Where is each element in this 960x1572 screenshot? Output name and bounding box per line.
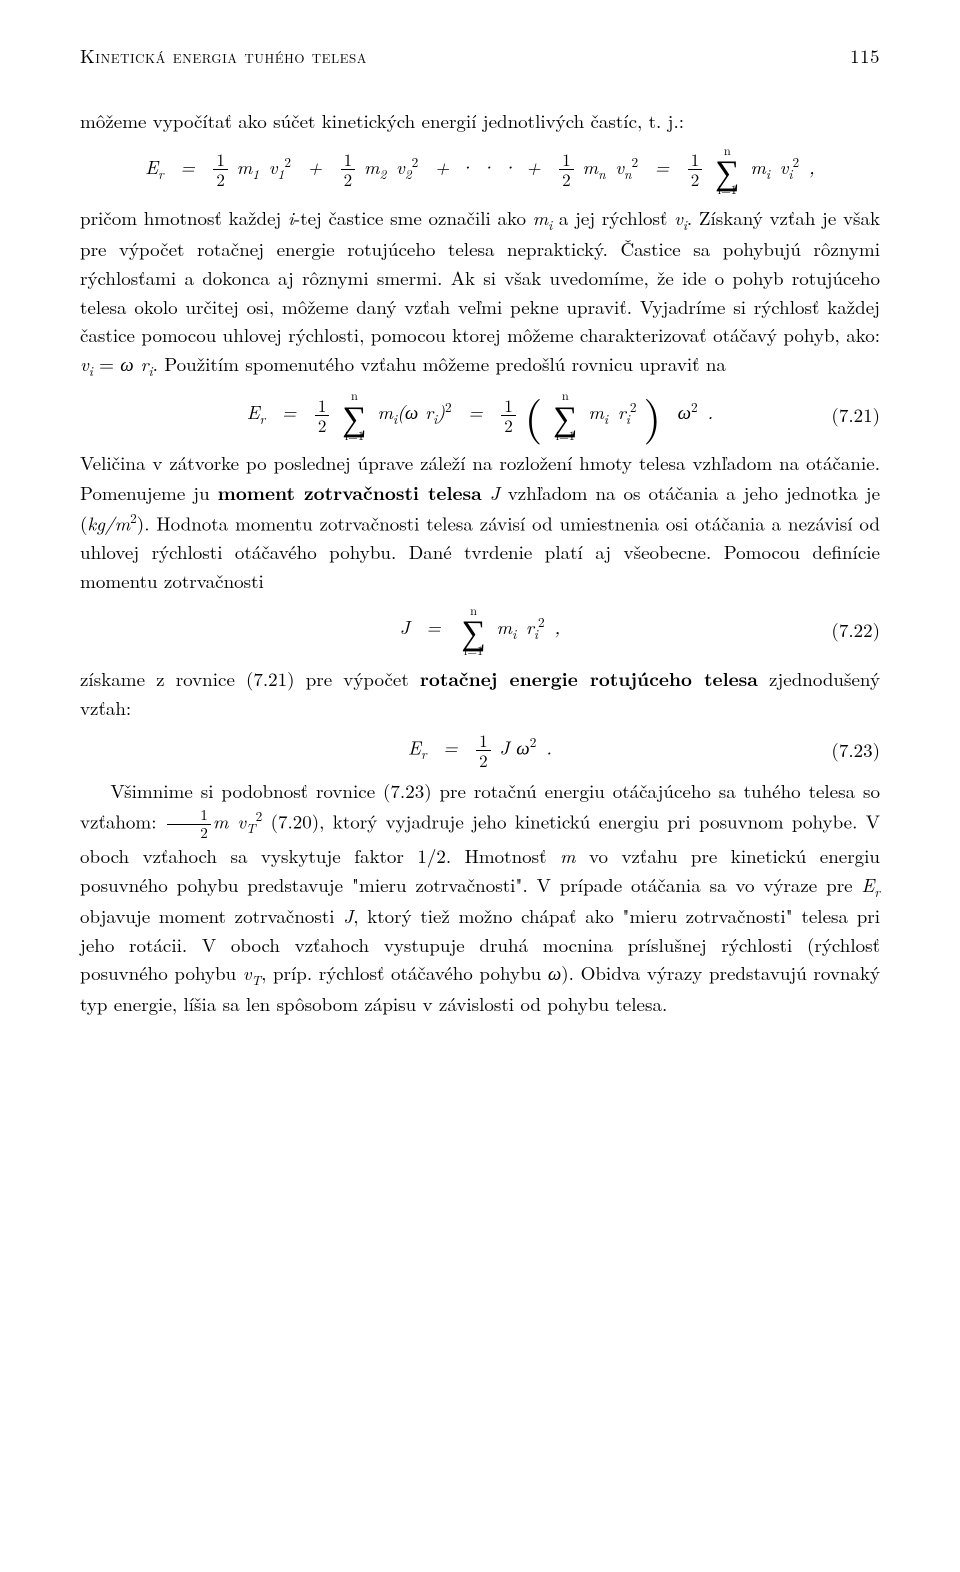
m1: m: [237, 153, 253, 180]
eq3-comma: ,: [554, 613, 560, 640]
eq1-E: E: [145, 153, 158, 180]
paragraph-2: pričom hmotnosť každej i-tej častice sme…: [80, 204, 880, 382]
eq2-dot: .: [707, 398, 713, 425]
paragraph-lead: môžeme vypočítať ako súčet kinetických e…: [80, 107, 880, 136]
eq-number-7-23: (7.23): [831, 736, 880, 765]
sub1: 1: [252, 164, 259, 183]
eq-number-7-21: (7.21): [831, 401, 880, 430]
eq4-dot: .: [546, 733, 552, 760]
equation-7-22: J = n∑i=1 mi ri2 , (7.22): [80, 604, 880, 656]
subi: i: [766, 164, 770, 183]
paragraph-5: Všimnime si podobnosť rovnice (7.23) pre…: [80, 777, 880, 1019]
mi: m: [750, 153, 766, 180]
paragraph-4: získame z rovnice (7.21) pre výpočet rot…: [80, 664, 880, 723]
rot-energy-term: rotačnej energie rotujúceho telesa: [420, 664, 758, 692]
eq-number-7-22: (7.22): [831, 616, 880, 645]
sum-bot4: i=1: [461, 644, 485, 656]
frac-bots: 2: [688, 170, 703, 189]
vn: v: [615, 153, 624, 180]
v2: v: [396, 153, 405, 180]
moment-term: moment zotrvačnosti telesa: [218, 478, 482, 506]
sum-bot2: i=1: [342, 429, 366, 441]
page-number: 115: [850, 42, 880, 71]
para4a: získame z rovnice (7.21) pre výpočet: [80, 665, 420, 692]
vsubn: n: [624, 164, 631, 183]
frac-bot2: 2: [341, 170, 356, 189]
equation-kinetic-sum: Er = 12 m1 v12 + 12 m2 v22 + · · · + 12 …: [80, 144, 880, 196]
m2: m: [364, 153, 380, 180]
eq3-J: J: [400, 613, 410, 640]
sum-bot: i=1: [715, 183, 739, 195]
frac-bot: 2: [213, 170, 228, 189]
comma: ,: [809, 153, 815, 180]
v1: v: [269, 153, 278, 180]
subn: n: [598, 164, 605, 183]
dots: · · ·: [459, 153, 516, 180]
mn: m: [583, 153, 599, 180]
page: Kinetická energia tuhého telesa 115 môže…: [0, 0, 960, 1572]
sum-bot3: i=1: [553, 429, 577, 441]
paragraph-3: Veličina v zátvorke po poslednej úprave …: [80, 449, 880, 596]
sub2: 2: [380, 164, 387, 183]
equation-7-21: Er = 12 n∑i=1 mi(ω ri)2 = 12 ( n∑i=1 mi …: [80, 389, 880, 441]
vsub2: 2: [405, 164, 412, 183]
running-title: Kinetická energia tuhého telesa: [80, 42, 367, 71]
equation-7-23: Er = 12 J ω2 . (7.23): [80, 731, 880, 770]
eq1-Esub: r: [158, 164, 164, 183]
running-header: Kinetická energia tuhého telesa 115: [80, 42, 880, 71]
frac-botn: 2: [559, 170, 574, 189]
